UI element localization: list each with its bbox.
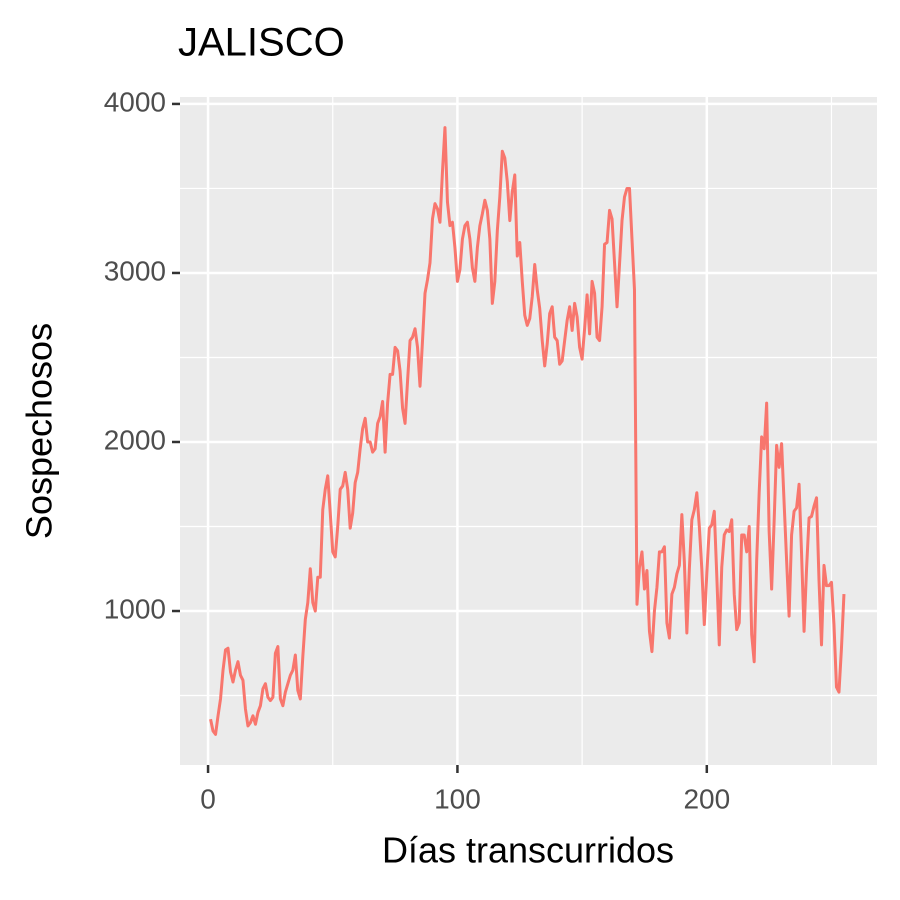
- y-tick-label: 1000: [104, 593, 166, 624]
- x-tick-label: 0: [200, 783, 216, 814]
- y-axis-label: Sospechosos: [19, 323, 60, 539]
- y-tick-label: 2000: [104, 424, 166, 455]
- plot-panel: [180, 97, 877, 765]
- y-tick-label: 3000: [104, 255, 166, 286]
- x-tick-label: 200: [683, 783, 730, 814]
- x-tick-label: 100: [434, 783, 481, 814]
- x-axis-label: Días transcurridos: [382, 830, 674, 871]
- y-tick-label: 4000: [104, 86, 166, 117]
- chart-title: JALISCO: [178, 21, 345, 65]
- data-line: [209, 126, 846, 736]
